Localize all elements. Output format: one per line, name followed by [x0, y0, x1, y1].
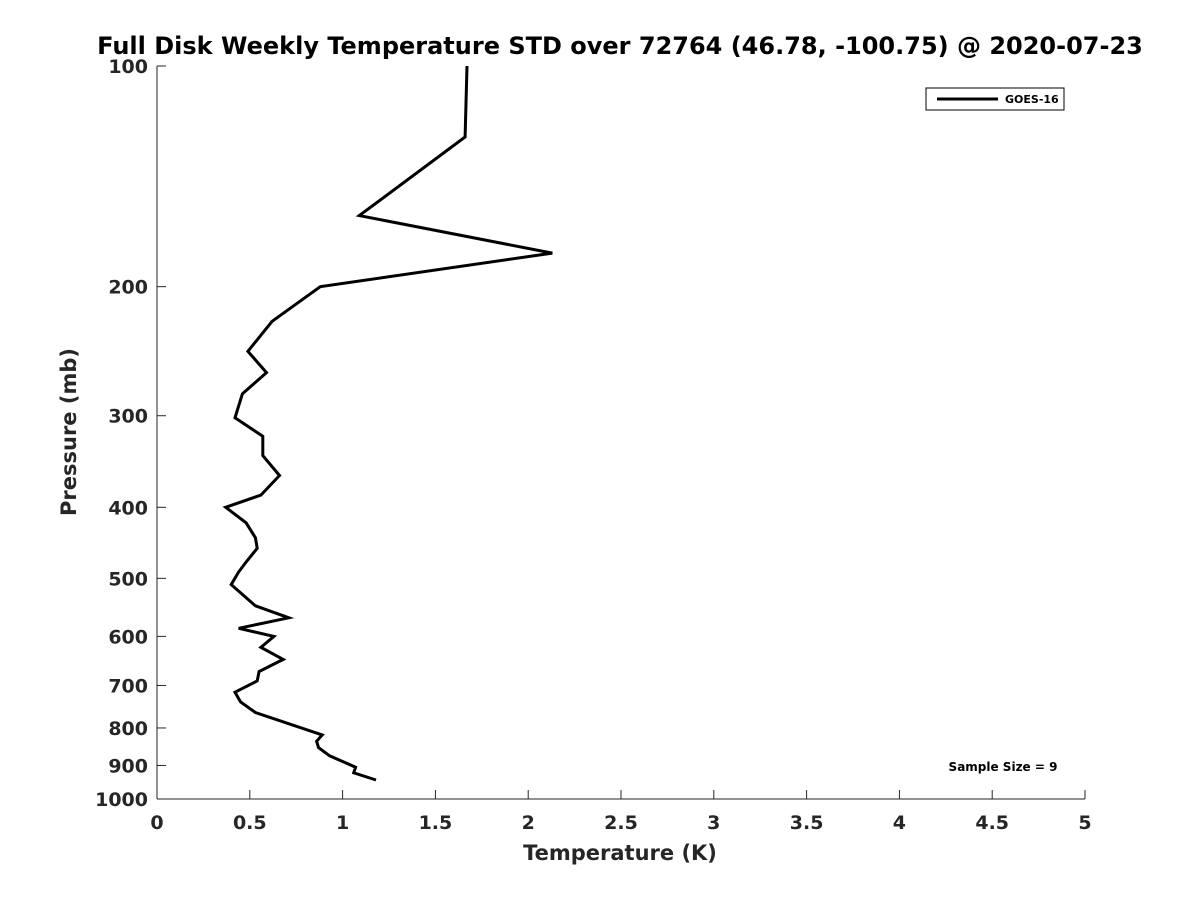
x-tick-label: 1.5 [419, 812, 453, 834]
x-tick-label: 4.5 [975, 812, 1009, 834]
y-axis-label: Pressure (mb) [57, 348, 81, 516]
x-tick-label: 0.5 [233, 812, 267, 834]
y-tick-label: 200 [108, 277, 148, 299]
sample-size-annotation: Sample Size = 9 [949, 760, 1058, 774]
x-tick-label: 2.5 [604, 812, 638, 834]
x-tick-label: 2 [522, 812, 535, 834]
y-tick-label: 1000 [95, 789, 148, 811]
y-tick-label: 500 [108, 568, 148, 590]
y-tick-label: 300 [108, 406, 148, 428]
x-tick-label: 4 [893, 812, 906, 834]
x-tick-label: 1 [336, 812, 349, 834]
legend-label-goes-16: GOES-16 [1005, 93, 1059, 106]
y-tick-label: 400 [108, 497, 148, 519]
y-tick-label: 100 [108, 56, 148, 78]
x-axis-label: Temperature (K) [523, 841, 717, 865]
series-line-goes-16 [222, 65, 553, 782]
axes [156, 66, 1085, 800]
x-tick-label: 5 [1078, 812, 1091, 834]
legend: GOES-16 [925, 87, 1065, 111]
series-layer [222, 65, 553, 782]
y-tick-label: 800 [108, 718, 148, 740]
y-axis-ticks: 100 200 300 400 500 600 700 800 900 1000 [95, 56, 166, 811]
chart-title: Full Disk Weekly Temperature STD over 72… [97, 32, 1143, 60]
x-tick-label: 3 [707, 812, 720, 834]
x-axis-ticks: 0 0.5 1 1.5 2 2.5 3 3.5 4 4.5 5 [150, 790, 1092, 834]
x-tick-label: 3.5 [790, 812, 824, 834]
y-tick-label: 600 [108, 626, 148, 648]
x-tick-label: 0 [150, 812, 163, 834]
y-tick-label: 700 [108, 675, 148, 697]
y-tick-label: 900 [108, 755, 148, 777]
